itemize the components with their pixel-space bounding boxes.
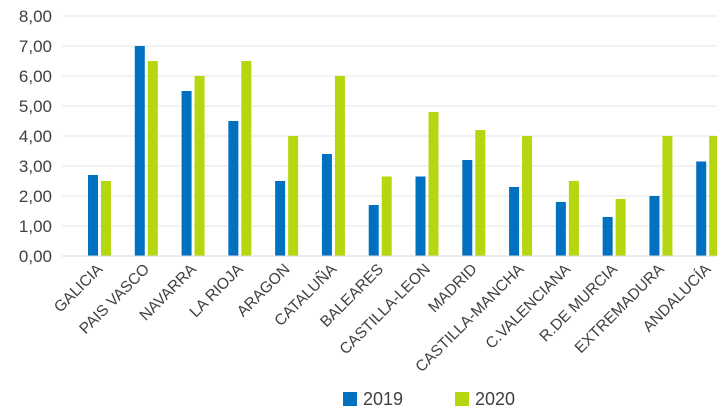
bar-2019-1 [134,46,145,256]
y-tick-label: 7,00 [19,37,52,56]
bar-2020-3 [241,61,252,256]
bar-2019-6 [368,205,379,256]
bar-2019-8 [462,160,473,256]
bar-2020-13 [709,136,717,256]
bar-2020-6 [381,176,392,256]
bar-2019-2 [181,91,192,256]
bar-2020-0 [101,181,111,256]
bar-2020-9 [522,136,533,256]
bar-2020-12 [662,136,673,256]
bar-2020-2 [194,76,205,256]
y-tick-label: 0,00 [19,247,52,266]
bar-2019-13 [696,161,707,256]
bar-2019-12 [649,196,660,256]
bar-2020-10 [568,181,579,256]
bar-2019-0 [88,175,98,256]
bar-2019-9 [509,187,520,256]
x-category-label: C.VALENCIANA [483,260,575,352]
y-tick-label: 2,00 [19,187,52,206]
bar-2019-4 [275,181,286,256]
bar-2019-5 [321,154,332,256]
bar-2020-11 [615,199,626,256]
bar-2020-8 [475,130,486,256]
bar-2019-10 [555,202,566,256]
x-category-label: CASTILLA-LEON [337,261,434,358]
y-tick-label: 1,00 [19,217,52,236]
bar-2020-7 [428,112,439,256]
bar-2019-7 [415,176,426,256]
y-axis-tick-labels: 0,00 1,00 2,00 3,00 4,00 5,00 6,00 7,00 8,00 [19,7,52,266]
y-tick-label: 5,00 [19,97,52,116]
y-tick-label: 3,00 [19,157,52,176]
bar-2019-11 [602,217,613,256]
bar-2020-4 [288,136,299,256]
bar-2020-5 [334,76,345,256]
bar-2019-3 [228,121,239,256]
y-tick-label: 8,00 [19,7,52,26]
bar-2020-1 [147,61,158,256]
gridlines [62,15,717,227]
y-tick-label: 6,00 [19,67,52,86]
y-tick-label: 4,00 [19,127,52,146]
bars [88,46,717,256]
